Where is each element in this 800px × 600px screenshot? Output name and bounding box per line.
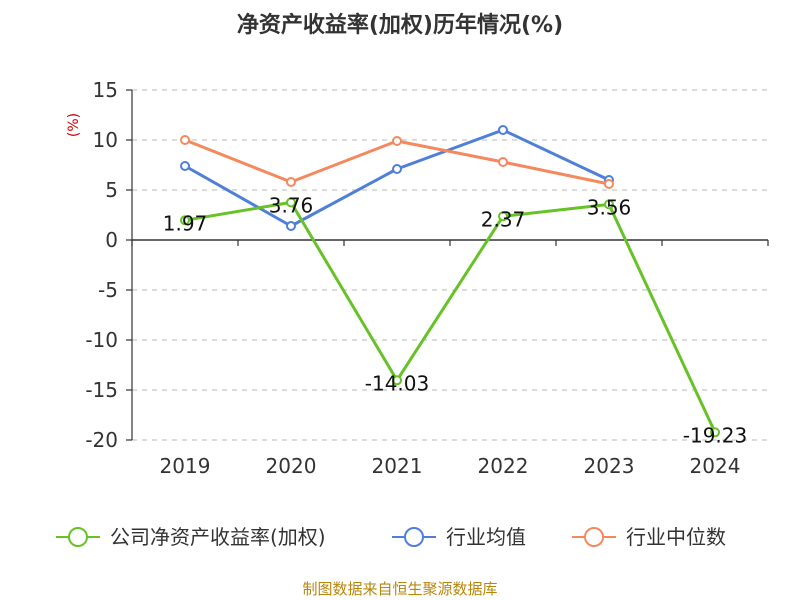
data-label: -19.23 xyxy=(683,423,747,447)
series-point xyxy=(604,199,614,210)
y-tick-label: 15 xyxy=(93,78,118,102)
x-tick-label: 2020 xyxy=(266,454,317,478)
legend-marker xyxy=(68,527,88,547)
legend-label: 行业中位数 xyxy=(626,525,726,549)
legend: 公司净资产收益率(加权) 行业均值 行业中位数 xyxy=(56,525,726,549)
series-point xyxy=(180,215,190,226)
y-tick-label: -15 xyxy=(85,378,118,402)
series-point xyxy=(392,136,402,146)
series-point xyxy=(604,179,614,189)
source-note: 制图数据来自恒生聚源数据库 xyxy=(302,580,497,598)
y-tick-label: -10 xyxy=(85,328,118,352)
series-point xyxy=(286,177,296,187)
series-point xyxy=(498,211,508,222)
x-tick-labels: 2019 2020 2021 2022 2023 2024 xyxy=(160,454,741,478)
legend-label: 行业均值 xyxy=(446,525,526,549)
series-point xyxy=(286,221,296,231)
chart-title: 净资产收益率(加权)历年情况(%) xyxy=(237,12,563,38)
legend-marker xyxy=(584,527,604,547)
x-tick-label: 2024 xyxy=(690,454,741,478)
data-label: 2.37 xyxy=(481,207,526,231)
series-point xyxy=(392,375,402,386)
y-axis-label: (%) xyxy=(66,113,82,137)
series-point xyxy=(180,161,190,171)
y-tick-labels: 15 10 5 0 -5 -10 -15 -20 xyxy=(85,78,118,452)
y-tick-label: 5 xyxy=(105,178,118,202)
x-tick-label: 2022 xyxy=(478,454,529,478)
y-tick-label: 0 xyxy=(105,228,118,252)
data-label: 3.56 xyxy=(587,195,632,219)
series-line xyxy=(184,138,610,186)
data-label: 3.76 xyxy=(269,193,314,217)
data-label: 1.97 xyxy=(163,211,208,235)
legend-label: 公司净资产收益率(加权) xyxy=(110,525,326,549)
x-tick-label: 2023 xyxy=(584,454,635,478)
series-group xyxy=(180,125,720,438)
data-labels: 1.97 3.76 -14.03 2.37 3.56 -19.23 xyxy=(163,193,748,447)
series-point xyxy=(286,197,296,208)
y-tick-label: -5 xyxy=(98,278,118,302)
y-tick-label: -20 xyxy=(85,428,118,452)
axes xyxy=(126,89,769,441)
y-tick-label: 10 xyxy=(93,128,118,152)
series-line xyxy=(184,200,717,433)
series-point xyxy=(498,125,508,135)
series-point xyxy=(710,427,720,438)
x-tick-label: 2019 xyxy=(160,454,211,478)
series-point xyxy=(392,164,402,174)
series-point xyxy=(180,135,190,145)
x-tick-label: 2021 xyxy=(372,454,423,478)
legend-marker xyxy=(404,527,424,547)
grid xyxy=(132,89,768,441)
data-label: -14.03 xyxy=(365,371,429,395)
series-point xyxy=(498,157,508,167)
